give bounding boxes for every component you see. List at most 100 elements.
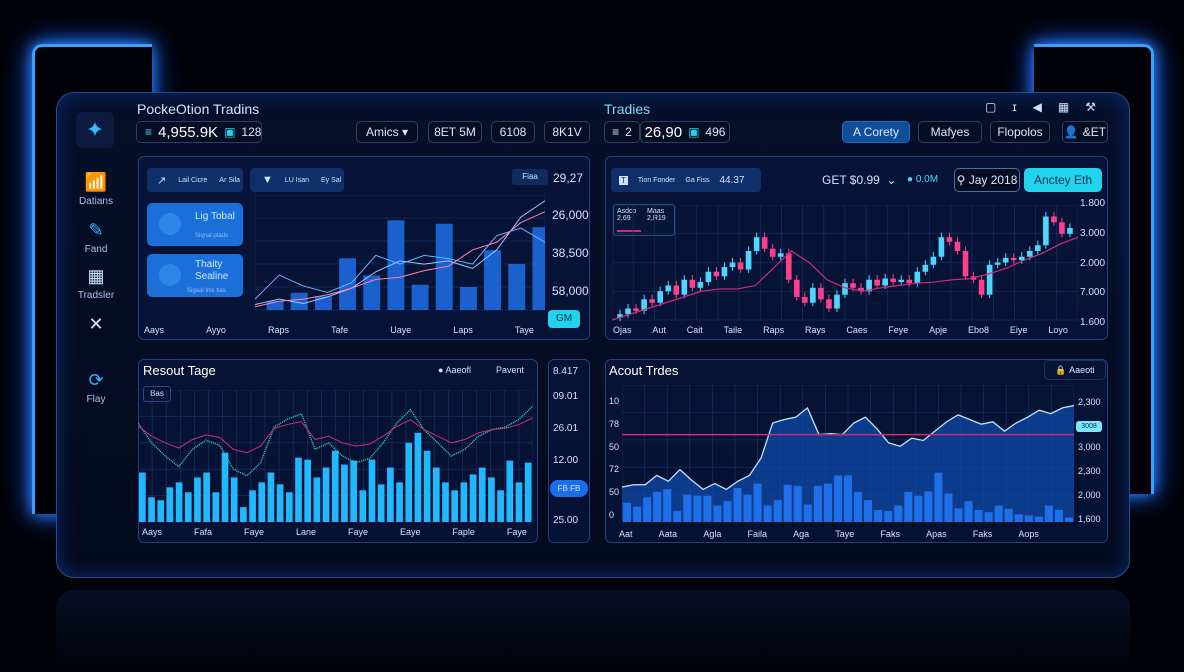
axis-label: 7.000 bbox=[1080, 287, 1106, 299]
volume-bar bbox=[497, 490, 504, 522]
series-line bbox=[255, 211, 545, 308]
chip-group-2[interactable]: ▼ LU Isan Ey Sal bbox=[250, 168, 344, 192]
legend-item[interactable]: ● Aaeofl bbox=[438, 365, 471, 375]
candle bbox=[946, 237, 953, 242]
scale-button[interactable]: FB FB bbox=[550, 480, 588, 497]
y-right-label: 2,300 bbox=[1078, 397, 1101, 407]
candlestick-chart bbox=[612, 205, 1078, 322]
card-subtitle: Siqnal ptads bbox=[195, 233, 229, 239]
volume-bar bbox=[524, 462, 532, 522]
candle bbox=[1026, 251, 1033, 257]
chart-icon: 📶 bbox=[84, 172, 108, 192]
volume-bar bbox=[994, 505, 1003, 522]
stat-button-1[interactable]: 8ET 5M bbox=[428, 121, 482, 143]
volume-bar bbox=[203, 472, 210, 522]
sidebar-item-flay[interactable]: ⟳ Flay bbox=[62, 370, 130, 405]
sidebar-close[interactable]: ✕ bbox=[62, 314, 130, 338]
axis-label: Faye bbox=[243, 527, 264, 537]
volume-bar bbox=[221, 452, 229, 522]
speaker-icon[interactable]: ◀ bbox=[1032, 100, 1042, 114]
volume-bar bbox=[1034, 516, 1043, 522]
bar bbox=[411, 284, 429, 310]
volume-bar bbox=[405, 442, 413, 522]
sidebar-item-datians[interactable]: 📶 Datians bbox=[62, 172, 130, 207]
sidebar-item-fand[interactable]: ✎ Fand bbox=[62, 220, 130, 255]
candle bbox=[994, 262, 1001, 265]
axis-label: Eiye bbox=[1009, 325, 1028, 335]
candle bbox=[721, 267, 728, 277]
sidebar-item-tradsler[interactable]: ▦ Tradsler bbox=[62, 266, 130, 301]
volume-bar bbox=[874, 509, 883, 522]
document-icon[interactable]: ▢ bbox=[985, 100, 997, 114]
legend-item[interactable]: Pavent bbox=[496, 365, 525, 375]
balance-display: ≡ 4,955.9K ▣ 128 bbox=[136, 121, 262, 143]
axis-label: Eaye bbox=[399, 527, 421, 537]
candle bbox=[769, 248, 776, 257]
candle bbox=[986, 264, 993, 295]
volume-bar bbox=[803, 504, 812, 522]
axis-label: Taye bbox=[514, 325, 534, 335]
volume-bar bbox=[139, 472, 146, 522]
action-button[interactable]: Anctey Eth bbox=[1024, 168, 1102, 192]
candle bbox=[1051, 216, 1057, 223]
axis-label: Aays bbox=[142, 527, 163, 537]
volume-bar bbox=[184, 492, 192, 522]
volume-chart bbox=[138, 390, 533, 523]
asset-dropdown[interactable]: Amics ▾ bbox=[356, 121, 418, 143]
info-icon[interactable]: ɪ bbox=[1012, 100, 1017, 114]
logo[interactable]: ✦ bbox=[76, 112, 114, 148]
tab-flopolos[interactable]: Flopolos bbox=[990, 121, 1050, 143]
account-button[interactable]: 🔒 Aaeoti bbox=[1044, 360, 1106, 380]
scale-label: 26.01 bbox=[553, 423, 579, 434]
calendar-icon[interactable]: ▦ bbox=[1057, 100, 1070, 114]
candle bbox=[874, 279, 880, 286]
axis-label: Apas bbox=[926, 529, 947, 539]
candle bbox=[842, 283, 848, 295]
wallet-icon: ▣ bbox=[224, 125, 236, 139]
axis-label: Apje bbox=[929, 325, 948, 335]
overview-chart bbox=[255, 195, 545, 311]
pair-selector[interactable]: GET $0.99 ⌄ bbox=[822, 173, 897, 187]
menu-icon[interactable]: ≡ bbox=[612, 125, 620, 139]
stat-button-3[interactable]: 8K1V bbox=[544, 121, 590, 143]
refresh-icon: ⟳ bbox=[88, 370, 104, 390]
candle bbox=[1002, 257, 1009, 263]
axis-label: Aays bbox=[144, 325, 165, 335]
axis-label: Lane bbox=[295, 527, 316, 537]
volume-bar bbox=[432, 467, 440, 522]
x-axis-labels: Ojas Aut Cait Taile Raps Rays Caes Feye Apje Ebo8… bbox=[613, 325, 1068, 335]
axis-label: Taye bbox=[835, 529, 855, 539]
signal-card-2[interactable]: Thaity Sealine Sigaal Inis tlas bbox=[147, 254, 243, 297]
candle bbox=[745, 251, 752, 270]
chip-group[interactable]: T Tion Fonder Ga Fiss 44.37 bbox=[611, 168, 761, 192]
date-button[interactable]: ⚲ Jay 2018 bbox=[954, 168, 1020, 192]
axis-label: Aut bbox=[652, 325, 666, 335]
volume-bar bbox=[148, 497, 155, 522]
chip-group-1[interactable]: ↗ Lail Cicre Ar Sila bbox=[147, 168, 243, 192]
axis-label: Ayyo bbox=[206, 325, 226, 335]
candle bbox=[665, 285, 672, 292]
candle bbox=[954, 241, 961, 251]
signal-card-1[interactable]: Lig Tobal Siqnal ptads bbox=[147, 203, 243, 246]
candle bbox=[882, 278, 888, 286]
stat-button-2[interactable]: 6108 bbox=[491, 121, 535, 143]
volume-bar bbox=[478, 467, 486, 522]
user-button[interactable]: 👤 &ET bbox=[1062, 121, 1108, 143]
axis-label: Laps bbox=[453, 325, 473, 335]
volume-bar bbox=[823, 483, 832, 522]
candle bbox=[914, 271, 921, 284]
chevron-down-icon: ⌄ bbox=[879, 173, 897, 187]
menu-icon[interactable]: ≡ bbox=[145, 125, 153, 139]
volume-bar bbox=[914, 495, 923, 522]
top-badge[interactable]: Fiaa bbox=[512, 169, 548, 185]
volume-bar bbox=[673, 511, 682, 522]
axis-label: Feye bbox=[888, 325, 909, 335]
candle bbox=[858, 287, 864, 292]
candle bbox=[866, 279, 872, 292]
tab-a-corety[interactable]: A Corety bbox=[842, 121, 910, 143]
gm-button[interactable]: GM bbox=[548, 310, 580, 328]
tab-mafyes[interactable]: Mafyes bbox=[918, 121, 982, 143]
bar bbox=[266, 300, 284, 310]
card-subtitle: Sigaal Inis tlas bbox=[187, 288, 226, 294]
tools-icon[interactable]: ⚒ bbox=[1085, 100, 1096, 114]
